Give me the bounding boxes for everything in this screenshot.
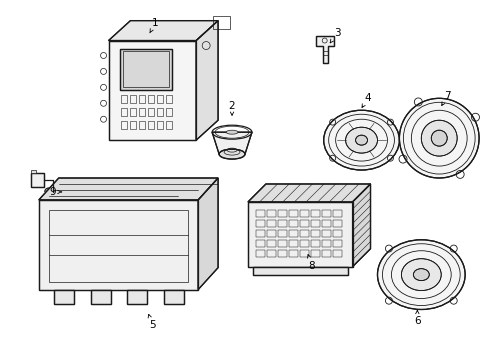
Polygon shape [198,178,218,289]
Text: 1: 1 [149,18,158,33]
Polygon shape [315,36,333,63]
Polygon shape [120,49,172,90]
Ellipse shape [412,269,428,280]
Polygon shape [39,178,218,200]
Text: 8: 8 [307,255,314,271]
Polygon shape [252,267,347,275]
Ellipse shape [219,149,244,159]
Text: 9: 9 [49,187,61,197]
Polygon shape [247,184,370,202]
Ellipse shape [345,127,377,153]
Polygon shape [127,289,147,303]
Polygon shape [247,202,352,267]
Polygon shape [31,173,44,187]
Polygon shape [108,41,196,140]
Ellipse shape [430,130,447,146]
Text: 7: 7 [441,91,449,105]
Ellipse shape [401,259,440,291]
Polygon shape [31,170,36,173]
Polygon shape [108,21,218,41]
Polygon shape [164,289,184,303]
Polygon shape [196,21,218,140]
Ellipse shape [377,240,464,310]
Text: 4: 4 [361,93,370,108]
Ellipse shape [399,98,478,178]
Ellipse shape [355,135,367,145]
Ellipse shape [225,130,238,134]
Polygon shape [352,184,370,267]
Text: 5: 5 [148,314,155,330]
Ellipse shape [323,110,399,170]
Text: 3: 3 [329,28,340,43]
Ellipse shape [421,120,456,156]
Polygon shape [212,132,251,154]
Text: 2: 2 [228,101,235,115]
Polygon shape [54,289,74,303]
Polygon shape [39,200,198,289]
Text: 6: 6 [413,310,420,327]
Polygon shape [90,289,110,303]
